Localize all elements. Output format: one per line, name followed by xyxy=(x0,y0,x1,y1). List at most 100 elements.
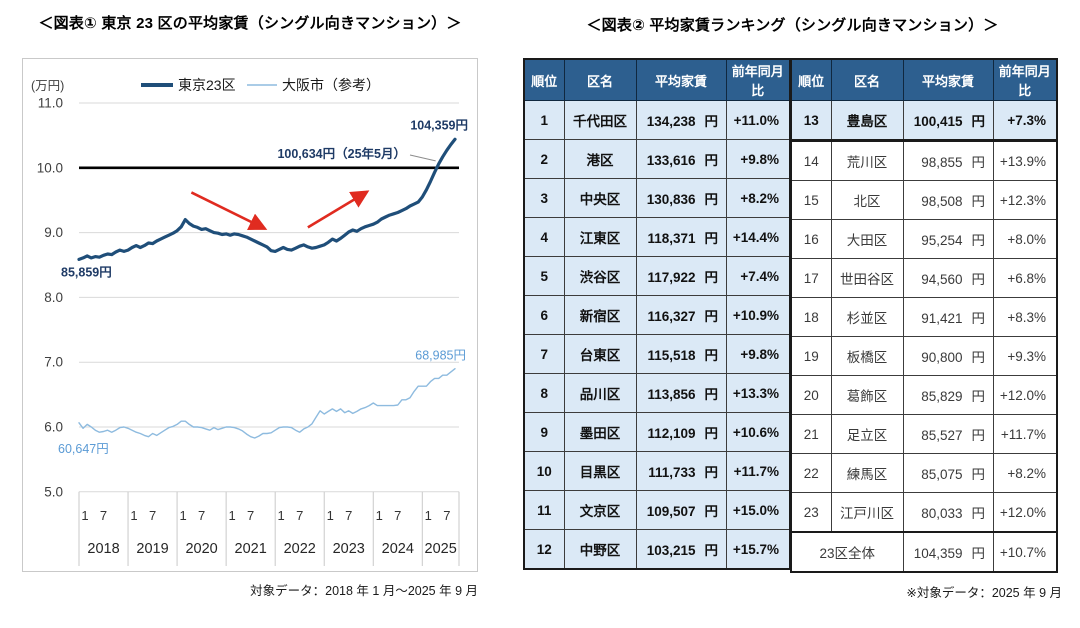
rent-value: 85,075 xyxy=(921,467,963,482)
ranking-row: 9 墨田区 112,109 円 +10.6% xyxy=(523,412,791,452)
rent-unit: 円 xyxy=(971,389,986,404)
yoy-cell: +10.7% xyxy=(992,531,1058,573)
rent-value: 85,829 xyxy=(921,389,963,404)
rent-unit: 円 xyxy=(704,465,719,480)
rent-cell: 80,033 円 xyxy=(902,492,994,533)
rent-unit: 円 xyxy=(704,192,719,207)
ranking-row: 5 渋谷区 117,922 円 +7.4% xyxy=(523,256,791,296)
rent-unit: 円 xyxy=(971,428,986,443)
ranking-row: 19 板橋区 90,800 円 +9.3% xyxy=(790,336,1058,376)
column-header: 平均家賃 xyxy=(902,58,994,101)
rank-cell: 7 xyxy=(523,334,565,374)
yoy-cell: +7.4% xyxy=(725,256,791,296)
annotation-tokyo-latest-value: 104,359円 xyxy=(410,118,468,132)
figure1-title: ＜図表① 東京 23 区の平均家賃（シングル向きマンション）＞ xyxy=(38,15,462,32)
rank-cell: 11 xyxy=(523,490,565,530)
rent-unit: 円 xyxy=(971,155,986,170)
rent-unit: 円 xyxy=(704,309,719,324)
x-axis-month-tick: 7 xyxy=(100,508,107,523)
rent-cell: 95,254 円 xyxy=(902,219,994,259)
ranking-row: 16 大田区 95,254 円 +8.0% xyxy=(790,219,1058,259)
x-axis-month-tick: 7 xyxy=(443,508,450,523)
rank-cell: 13 xyxy=(790,100,832,142)
rent-value: 118,371 xyxy=(647,231,696,246)
rent-unit: 円 xyxy=(704,153,719,168)
rank-cell: 19 xyxy=(790,336,832,376)
header-row: 順位 区名 平均家賃 前年同月比 xyxy=(523,58,791,101)
rent-unit: 円 xyxy=(971,350,986,365)
ward-cell: 足立区 xyxy=(830,414,904,454)
ranking-row: 15 北区 98,508 円 +12.3% xyxy=(790,180,1058,220)
rank-cell: 8 xyxy=(523,373,565,413)
column-header: 順位 xyxy=(790,58,832,101)
yoy-cell: +15.7% xyxy=(725,529,791,570)
rent-value: 80,033 xyxy=(921,506,963,521)
ranking-row: 4 江東区 118,371 円 +14.4% xyxy=(523,217,791,257)
yoy-cell: +12.3% xyxy=(992,180,1058,220)
figure2-title: ＜図表② 平均家賃ランキング（シングル向きマンション）＞ xyxy=(586,17,999,34)
ranking-row: 18 杉並区 91,421 円 +8.3% xyxy=(790,297,1058,337)
x-axis-month-tick: 7 xyxy=(247,508,254,523)
x-axis-year-label: 2024 xyxy=(382,541,414,557)
ward-cell: 千代田区 xyxy=(563,100,637,140)
column-header: 区名 xyxy=(830,58,904,101)
ranking-table-body: 1 千代田区 134,238 円 +11.0% 2 港区 133,616 円 +9.8% 3 中央区 1… xyxy=(523,100,791,570)
rent-unit: 円 xyxy=(704,426,719,441)
x-axis-month-tick: 1 xyxy=(278,508,285,523)
rent-unit: 円 xyxy=(971,467,986,482)
rent-unit: 円 xyxy=(704,270,719,285)
rent-value: 117,922 xyxy=(647,270,696,285)
yoy-cell: +8.2% xyxy=(725,178,791,218)
rent-value: 103,215 xyxy=(646,543,696,558)
ranking-row: 6 新宿区 116,327 円 +10.9% xyxy=(523,295,791,335)
ward-cell: 中野区 xyxy=(563,529,637,570)
ranking-row: 22 練馬区 85,075 円 +8.2% xyxy=(790,453,1058,493)
rent-value: 115,518 xyxy=(647,348,696,363)
yoy-cell: +12.0% xyxy=(992,492,1058,533)
x-axis-year-label: 2021 xyxy=(235,541,267,557)
x-axis-month-tick: 1 xyxy=(179,508,186,523)
ward-cell: 目黒区 xyxy=(563,451,637,491)
ward-cell: 渋谷区 xyxy=(563,256,637,296)
total-label: 23区全体 xyxy=(790,531,904,573)
ranking-row: 7 台東区 115,518 円 +9.8% xyxy=(523,334,791,374)
rent-unit: 円 xyxy=(704,543,719,558)
ward-cell: 北区 xyxy=(830,180,904,220)
rent-unit: 円 xyxy=(971,272,986,287)
y-axis-tick-label: 9.0 xyxy=(44,225,63,240)
rank-cell: 22 xyxy=(790,453,832,493)
yoy-cell: +15.0% xyxy=(725,490,791,530)
ward-cell: 大田区 xyxy=(830,219,904,259)
ward-cell: 文京区 xyxy=(563,490,637,530)
rent-value: 100,415 xyxy=(913,114,963,129)
rent-unit: 円 xyxy=(704,387,719,402)
rank-cell: 2 xyxy=(523,139,565,179)
osaka-series-line xyxy=(78,368,456,439)
ranking-row: 10 目黒区 111,733 円 +11.7% xyxy=(523,451,791,491)
rank-cell: 17 xyxy=(790,258,832,298)
rent-unit: 円 xyxy=(971,506,986,521)
rank-cell: 3 xyxy=(523,178,565,218)
rent-chart-container: 11.0 10.0 9.0 8.0 7.0 6.0 5.0 (万円) 1 7 2018 1 7 2019 1… xyxy=(22,58,478,572)
ranking-row: 20 葛飾区 85,829 円 +12.0% xyxy=(790,375,1058,415)
trend-arrow xyxy=(190,191,268,230)
ward-cell: 新宿区 xyxy=(563,295,637,335)
rent-unit: 円 xyxy=(704,114,719,129)
yoy-cell: +7.3% xyxy=(992,100,1058,142)
rent-cell: 85,527 円 xyxy=(902,414,994,454)
ranking-row: 2 港区 133,616 円 +9.8% xyxy=(523,139,791,179)
ranking-row: 13 豊島区 100,415 円 +7.3% xyxy=(790,100,1058,142)
rank-cell: 20 xyxy=(790,375,832,415)
rent-cell: 94,560 円 xyxy=(902,258,994,298)
ranking-row: 12 中野区 103,215 円 +15.7% xyxy=(523,529,791,570)
rent-value: 98,855 xyxy=(921,155,963,170)
yoy-cell: +9.8% xyxy=(725,334,791,374)
column-header: 平均家賃 xyxy=(635,58,727,101)
rent-cell: 109,507 円 xyxy=(635,490,727,530)
rent-unit: 円 xyxy=(704,504,719,519)
x-axis-year-label: 2025 xyxy=(425,541,457,557)
ward-cell: 板橋区 xyxy=(830,336,904,376)
rent-cell: 104,359 円 xyxy=(902,531,994,573)
rent-value: 98,508 xyxy=(921,194,963,209)
